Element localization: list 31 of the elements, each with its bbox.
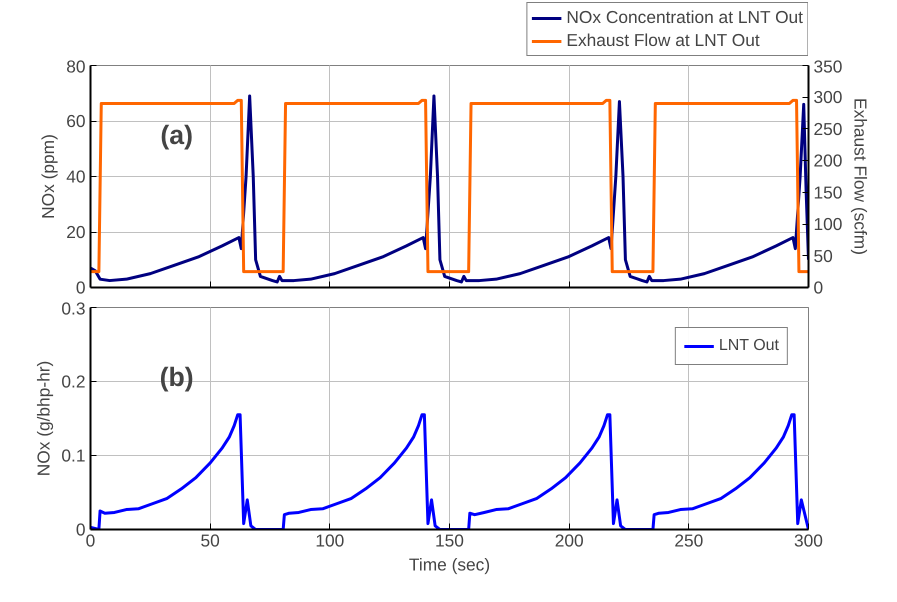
legend-label: LNT Out (718, 337, 779, 355)
y-tick-label: 0.1 (61, 446, 86, 466)
x-tick-label: 50 (200, 530, 220, 550)
x-tick-label: 100 (315, 530, 344, 550)
x-tick-label: 200 (554, 530, 584, 550)
y-tick-label: 40 (66, 166, 86, 186)
y2-tick-label: 50 (814, 246, 833, 266)
y2-tick-label: 350 (814, 56, 842, 76)
y2-axis-title: Exhaust Flow (scfm) (850, 98, 870, 255)
y2-tick-label: 150 (814, 182, 842, 202)
legend-label: NOx Concentration at LNT Out (566, 7, 803, 28)
legend-label: Exhaust Flow at LNT Out (566, 30, 760, 51)
y2-tick-label: 0 (814, 278, 824, 298)
annotation: (a) (160, 120, 193, 150)
y-axis-title: NOx (ppm) (38, 134, 58, 219)
y-tick-label: 0.2 (61, 372, 86, 392)
y-axis-title: NOx (g/bhp-hr) (33, 360, 54, 476)
x-tick-label: 150 (435, 530, 464, 550)
y-tick-label: 20 (66, 222, 86, 242)
y-tick-label: 0.3 (61, 298, 86, 318)
y2-tick-label: 100 (814, 214, 842, 234)
y2-tick-label: 200 (814, 150, 842, 171)
x-tick-label: 300 (794, 530, 823, 550)
y2-tick-label: 300 (814, 87, 842, 108)
x-tick-label: 250 (674, 530, 704, 550)
y-tick-label: 80 (66, 56, 86, 76)
x-axis-title: Time (sec) (408, 554, 490, 574)
y-tick-label: 60 (66, 111, 86, 131)
y-tick-label: 0 (76, 278, 86, 298)
y2-tick-label: 250 (814, 118, 842, 139)
annotation: (b) (160, 362, 194, 392)
